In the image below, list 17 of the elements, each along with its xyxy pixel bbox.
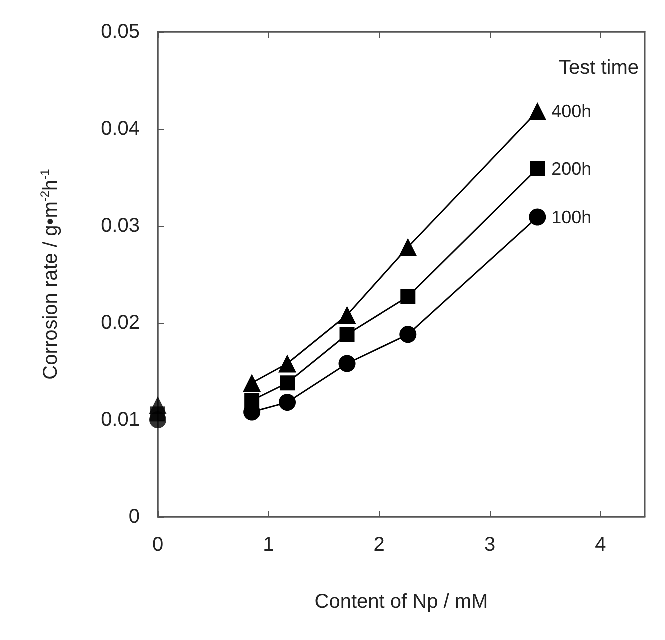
x-axis-title: Content of Np / mM <box>314 591 488 613</box>
series-label: 100h <box>552 207 592 228</box>
y-tick-label: 0.01 <box>101 409 140 431</box>
y-tick-label: 0.02 <box>101 312 140 334</box>
y-tick-label: 0 <box>128 506 140 528</box>
y-tick-label: 0.03 <box>101 215 140 237</box>
x-tick-label: 1 <box>263 534 274 556</box>
x-tick-label: 2 <box>374 534 385 556</box>
y-tick-label: 0.05 <box>101 21 140 43</box>
series-label: 400h <box>552 102 592 122</box>
legend-title: Test time <box>558 57 640 79</box>
x-tick-label: 0 <box>152 534 164 556</box>
x-tick-label: 4 <box>595 534 606 556</box>
x-tick-label: 3 <box>484 534 496 556</box>
y-tick-label: 0.04 <box>101 118 140 140</box>
y-axis-title: Corrosion rate / g•m-2h-1 <box>38 168 62 380</box>
series-label: 200h <box>552 158 592 179</box>
